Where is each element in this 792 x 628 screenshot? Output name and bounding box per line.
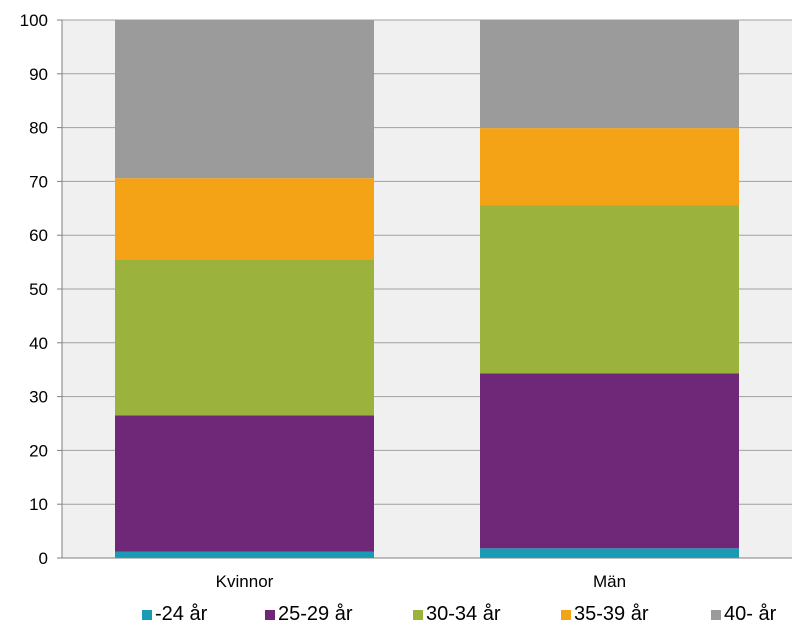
legend-swatch [265, 610, 275, 620]
y-tick-label: 10 [29, 495, 48, 514]
axes [61, 20, 792, 559]
x-category-label: Män [593, 572, 626, 591]
legend-label: 30-34 år [426, 603, 501, 625]
legend-label: -24 år [155, 603, 208, 625]
y-tick-label: 60 [29, 226, 48, 245]
bar-segment [115, 551, 374, 558]
bar-segment [480, 20, 739, 129]
legend-label: 40- år [724, 603, 777, 625]
legend: -24 år 25-29 år 30-34 år 35-39 år 40- år [142, 603, 777, 625]
y-tick-label: 90 [29, 65, 48, 84]
legend-swatch [142, 610, 152, 620]
y-tick-label: 30 [29, 388, 48, 407]
bar-stacks [115, 20, 739, 558]
bar-segment [115, 178, 374, 260]
y-tick-label: 50 [29, 280, 48, 299]
x-axis-category-labels: Kvinnor Män [216, 572, 626, 591]
bar-segment [115, 20, 374, 179]
legend-swatch [413, 610, 423, 620]
legend-swatch [561, 610, 571, 620]
y-tick-label: 40 [29, 334, 48, 353]
y-axis-tick-labels: 0 10 20 30 40 50 60 70 80 90 100 [20, 11, 48, 568]
bar-segment [480, 548, 739, 558]
bar-segment [115, 415, 374, 552]
x-category-label: Kvinnor [216, 572, 274, 591]
y-tick-label: 80 [29, 119, 48, 138]
y-tick-label: 100 [20, 11, 48, 30]
bar-segment [480, 373, 739, 549]
y-tick-label: 20 [29, 441, 48, 460]
legend-swatch [711, 610, 721, 620]
bar-segment [115, 259, 374, 416]
y-tick-label: 0 [39, 549, 48, 568]
bar-segment [480, 205, 739, 374]
legend-label: 35-39 år [574, 603, 649, 625]
bar-segment [480, 128, 739, 206]
y-tick-label: 70 [29, 172, 48, 191]
legend-label: 25-29 år [278, 603, 353, 625]
